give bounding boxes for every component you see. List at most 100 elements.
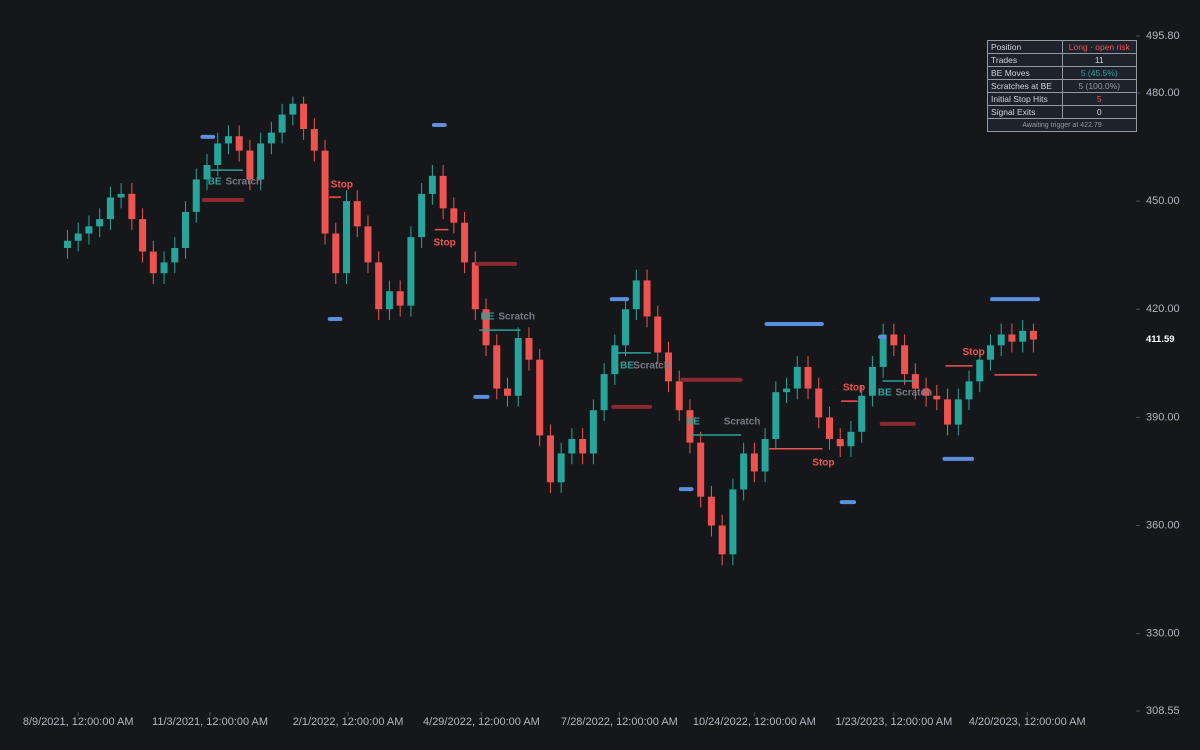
- x-tick-label: 11/3/2021, 12:00:00 AM: [152, 716, 268, 728]
- y-tick-label: 308.55: [1146, 705, 1180, 717]
- annotation: Stop: [843, 382, 865, 393]
- candle-body: [450, 208, 458, 223]
- candle-body: [257, 143, 265, 180]
- candle-body: [525, 338, 533, 360]
- candle-body: [343, 201, 351, 274]
- candle-body: [471, 262, 479, 310]
- annotation: Scratch: [724, 417, 761, 428]
- candle-body: [954, 399, 962, 425]
- table-cell: Trades: [987, 53, 1063, 67]
- y-tick-label: 390.00: [1146, 411, 1180, 423]
- y-tick-label: 360.00: [1146, 519, 1180, 531]
- annotation: Scratch: [895, 388, 932, 399]
- annotation: BE: [481, 311, 495, 322]
- candle-body: [203, 165, 211, 180]
- table-row: Initial Stop Hits 5: [987, 92, 1137, 106]
- table-cell: Position: [987, 40, 1063, 54]
- candle-body: [675, 381, 683, 411]
- candle-body: [772, 392, 780, 440]
- table-cell: BE Moves: [987, 66, 1063, 80]
- annotation: Scratch: [633, 360, 670, 371]
- annotation: Scratch: [225, 177, 262, 188]
- candle-body: [804, 366, 812, 389]
- candle-body: [267, 132, 275, 144]
- candle-body: [192, 179, 200, 212]
- candle-body: [911, 374, 919, 389]
- candle-body: [139, 219, 147, 252]
- candle-body: [933, 395, 941, 400]
- candle-body: [858, 395, 866, 432]
- candle-body: [890, 334, 898, 346]
- table-row: Position Long · open risk: [987, 40, 1137, 54]
- candle-body: [825, 417, 833, 440]
- x-tick-label: 7/28/2022, 12:00:00 AM: [561, 716, 678, 728]
- table-row: Trades 11: [987, 53, 1137, 67]
- candle-body: [761, 439, 769, 472]
- candle-body: [182, 211, 190, 248]
- candle-body: [214, 143, 222, 166]
- candle-body: [793, 366, 801, 389]
- table-cell: Awaiting trigger at 422.79: [987, 118, 1137, 132]
- candle-body: [579, 439, 587, 454]
- candle-body: [246, 150, 254, 180]
- annotation: BE: [686, 417, 700, 428]
- table-cell: 5 (45.5%): [1061, 66, 1137, 80]
- table-cell: 5: [1061, 92, 1137, 106]
- candle-body: [622, 309, 630, 346]
- candle-body: [63, 240, 71, 248]
- candle-body: [697, 442, 705, 497]
- y-tick-label: 495.80: [1146, 30, 1180, 42]
- candle-body: [729, 489, 737, 555]
- candle-body: [514, 338, 522, 396]
- last-price-label: 411.59: [1146, 334, 1175, 345]
- candle-body: [224, 136, 232, 144]
- candle-body: [707, 496, 715, 526]
- candle-body: [106, 197, 114, 220]
- candle-body: [300, 103, 308, 130]
- x-tick-label: 2/1/2022, 12:00:00 AM: [293, 716, 404, 728]
- candle-body: [461, 222, 469, 263]
- candle-body: [740, 453, 748, 490]
- candle-body: [836, 439, 844, 447]
- candle-body: [1029, 330, 1037, 340]
- candle-body: [632, 280, 640, 310]
- candle-body: [418, 193, 426, 238]
- candle-body: [353, 201, 361, 227]
- candle-body: [493, 345, 501, 389]
- table-cell: Signal Exits: [987, 105, 1063, 119]
- candle-body: [96, 219, 104, 227]
- table-cell: 5 (100.0%): [1061, 79, 1137, 93]
- candle-body: [568, 439, 576, 454]
- candle-body: [611, 345, 619, 375]
- candle-body: [901, 345, 909, 375]
- candle-body: [289, 103, 297, 115]
- annotation: BE: [878, 388, 892, 399]
- table-cell: Long · open risk: [1061, 40, 1137, 54]
- candle-body: [589, 410, 597, 454]
- candle-body: [643, 280, 651, 317]
- candle-body: [278, 114, 286, 133]
- candle-body: [1019, 330, 1027, 342]
- candle-body: [407, 237, 415, 306]
- x-tick-label: 4/29/2022, 12:00:00 AM: [423, 716, 540, 728]
- candle-body: [976, 359, 984, 382]
- candle-body: [1008, 334, 1016, 342]
- candle-body: [117, 193, 125, 198]
- table-cell: 11: [1061, 53, 1137, 67]
- candle-body: [965, 381, 973, 400]
- x-tick-label: 8/9/2021, 12:00:00 AM: [23, 716, 134, 728]
- annotation: Stop: [331, 180, 353, 191]
- table-row: BE Moves 5 (45.5%): [987, 66, 1137, 80]
- candle-body: [428, 175, 436, 194]
- candle-body: [149, 251, 157, 274]
- annotation: Stop: [812, 457, 834, 468]
- table-cell: 0: [1061, 105, 1137, 119]
- annotation: BE: [620, 360, 634, 371]
- annotation: Stop: [962, 347, 984, 358]
- candle-body: [364, 226, 372, 263]
- annotation: Scratch: [498, 311, 535, 322]
- candle-body: [396, 291, 404, 306]
- candle-body: [160, 262, 168, 274]
- candle-body: [546, 435, 554, 483]
